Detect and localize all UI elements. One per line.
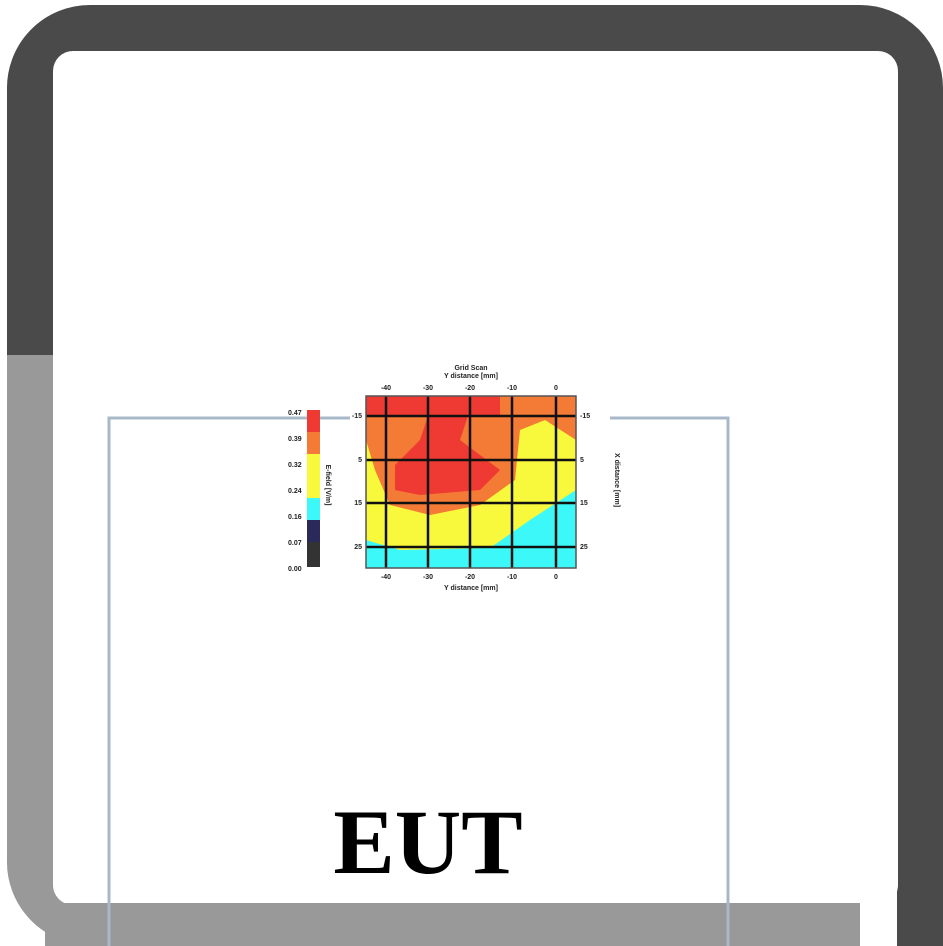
x-tick-label: -20 bbox=[465, 385, 475, 392]
colorbar-swatch bbox=[307, 432, 320, 454]
eut-label: EUT bbox=[333, 791, 522, 893]
x-tick-label: 0 bbox=[554, 385, 558, 392]
y-tick-label: 5 bbox=[358, 457, 362, 464]
y-tick-label: -15 bbox=[580, 413, 590, 420]
colorbar bbox=[307, 410, 320, 567]
y-tick-label: 5 bbox=[580, 457, 584, 464]
top-axis-label: Y distance [mm] bbox=[444, 373, 498, 380]
colorbar-tick-label: 0.07 bbox=[288, 540, 302, 547]
x-tick-label: -30 bbox=[423, 385, 433, 392]
field-red bbox=[395, 410, 500, 495]
colorbar-swatch bbox=[307, 454, 320, 476]
heatmap: Grid Scan Y distance [mm] Y distance [mm… bbox=[288, 360, 620, 595]
bottom-axis-label: Y distance [mm] bbox=[444, 585, 498, 592]
right-axis-label: X distance [mm] bbox=[613, 453, 620, 507]
colorbar-swatch bbox=[307, 498, 320, 520]
x-tick-label: 0 bbox=[554, 574, 558, 581]
x-tick-label: -10 bbox=[507, 385, 517, 392]
y-tick-label: 25 bbox=[580, 544, 588, 551]
colorbar-swatch bbox=[307, 542, 320, 567]
colorbar-label: E-field [V/m] bbox=[324, 465, 331, 506]
colorbar-tick-label: 0.24 bbox=[288, 488, 302, 495]
colorbar-swatch bbox=[307, 520, 320, 542]
y-tick-label: 15 bbox=[580, 500, 588, 507]
x-tick-label: -40 bbox=[381, 385, 391, 392]
y-tick-label: -15 bbox=[352, 413, 362, 420]
x-tick-label: -10 bbox=[507, 574, 517, 581]
x-tick-label: -40 bbox=[381, 574, 391, 581]
heatmap-title: Grid Scan bbox=[454, 365, 487, 372]
y-tick-label: 15 bbox=[354, 500, 362, 507]
colorbar-swatch bbox=[307, 476, 320, 498]
y-tick-label: 25 bbox=[354, 544, 362, 551]
x-tick-label: -30 bbox=[423, 574, 433, 581]
grid bbox=[366, 396, 576, 568]
tick-labels: -40 -40 -30 -30 -20 -20 -10 -10 0 0 -15 -15 5 5 15 15 25… bbox=[288, 385, 590, 581]
floor bbox=[45, 903, 860, 946]
colorbar-tick-label: 0.32 bbox=[288, 462, 302, 469]
colorbar-tick-label: 0.00 bbox=[288, 566, 302, 573]
colorbar-tick-label: 0.16 bbox=[288, 514, 302, 521]
heatmap-border bbox=[365, 395, 577, 569]
frame-dark bbox=[7, 4, 943, 946]
colorbar-swatch bbox=[307, 410, 320, 432]
colorbar-tick-label: 0.39 bbox=[288, 436, 302, 443]
colorbar-tick-label: 0.47 bbox=[288, 410, 302, 417]
x-tick-label: -20 bbox=[465, 574, 475, 581]
